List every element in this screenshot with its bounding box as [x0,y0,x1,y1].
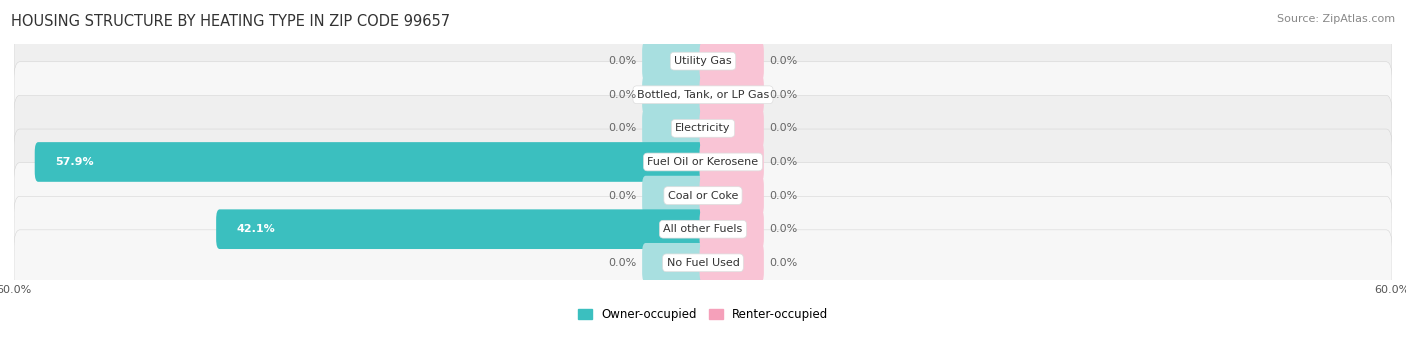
FancyBboxPatch shape [14,163,1392,228]
Text: 0.0%: 0.0% [769,157,797,167]
Text: 0.0%: 0.0% [609,123,637,133]
FancyBboxPatch shape [643,108,706,148]
Text: 0.0%: 0.0% [769,191,797,201]
Text: Source: ZipAtlas.com: Source: ZipAtlas.com [1277,14,1395,24]
Text: Fuel Oil or Kerosene: Fuel Oil or Kerosene [647,157,759,167]
FancyBboxPatch shape [700,108,763,148]
FancyBboxPatch shape [643,243,706,283]
FancyBboxPatch shape [700,243,763,283]
Text: 42.1%: 42.1% [236,224,276,234]
Text: 57.9%: 57.9% [55,157,94,167]
FancyBboxPatch shape [14,129,1392,195]
Text: 0.0%: 0.0% [609,191,637,201]
Text: Coal or Coke: Coal or Coke [668,191,738,201]
Text: All other Fuels: All other Fuels [664,224,742,234]
FancyBboxPatch shape [14,230,1392,296]
Text: Utility Gas: Utility Gas [675,56,731,66]
FancyBboxPatch shape [700,75,763,115]
FancyBboxPatch shape [14,196,1392,262]
FancyBboxPatch shape [700,41,763,81]
FancyBboxPatch shape [700,209,763,249]
FancyBboxPatch shape [14,95,1392,161]
FancyBboxPatch shape [643,75,706,115]
Text: No Fuel Used: No Fuel Used [666,258,740,268]
FancyBboxPatch shape [643,176,706,216]
Text: 0.0%: 0.0% [609,56,637,66]
Text: 0.0%: 0.0% [769,123,797,133]
Text: 0.0%: 0.0% [609,258,637,268]
Text: 0.0%: 0.0% [769,258,797,268]
FancyBboxPatch shape [700,142,763,182]
FancyBboxPatch shape [700,176,763,216]
FancyBboxPatch shape [14,62,1392,128]
Text: 0.0%: 0.0% [769,56,797,66]
FancyBboxPatch shape [35,142,706,182]
Text: Electricity: Electricity [675,123,731,133]
Text: HOUSING STRUCTURE BY HEATING TYPE IN ZIP CODE 99657: HOUSING STRUCTURE BY HEATING TYPE IN ZIP… [11,14,450,29]
FancyBboxPatch shape [643,41,706,81]
Text: 0.0%: 0.0% [769,90,797,100]
Text: Bottled, Tank, or LP Gas: Bottled, Tank, or LP Gas [637,90,769,100]
FancyBboxPatch shape [217,209,706,249]
Text: 0.0%: 0.0% [609,90,637,100]
Text: 0.0%: 0.0% [769,224,797,234]
FancyBboxPatch shape [14,28,1392,94]
Legend: Owner-occupied, Renter-occupied: Owner-occupied, Renter-occupied [572,303,834,325]
